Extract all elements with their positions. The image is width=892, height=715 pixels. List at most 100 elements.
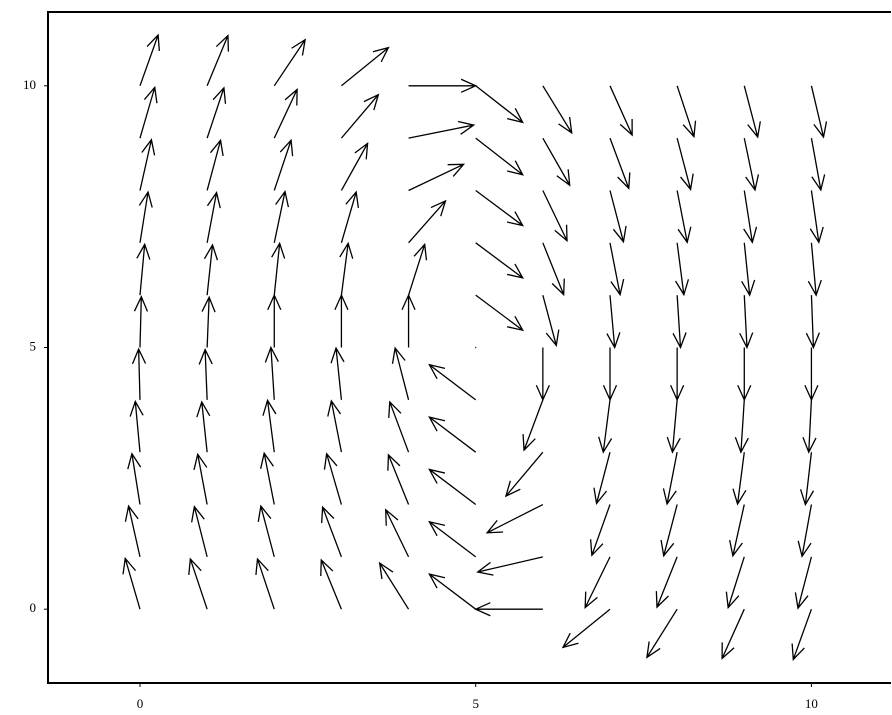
- arrow: [401, 293, 416, 348]
- arrow: [474, 602, 543, 617]
- arrow: [133, 295, 149, 348]
- arrow: [794, 556, 813, 610]
- arrow: [805, 295, 821, 350]
- arrow: [799, 452, 815, 507]
- arrow: [584, 556, 611, 610]
- arrow: [206, 191, 221, 243]
- arrow: [327, 399, 343, 453]
- y-tick-label: 5: [30, 338, 37, 353]
- arrow: [408, 163, 466, 192]
- arrow: [660, 504, 678, 558]
- arrow: [330, 346, 345, 400]
- arrow: [476, 556, 543, 576]
- arrow: [606, 295, 621, 350]
- arrow: [804, 347, 819, 402]
- arrow: [475, 294, 524, 332]
- arrow: [721, 608, 745, 660]
- arrow: [741, 242, 756, 297]
- arrow: [646, 608, 678, 659]
- arrow: [676, 85, 697, 139]
- arrow: [259, 451, 275, 505]
- arrow: [122, 556, 141, 610]
- arrow: [737, 347, 752, 402]
- arrow: [273, 88, 298, 139]
- arrow: [206, 34, 230, 87]
- arrow: [139, 85, 158, 139]
- arrow: [676, 190, 692, 244]
- arrow: [388, 400, 410, 453]
- arrow: [136, 242, 151, 296]
- arrow: [791, 608, 813, 661]
- arrow: [203, 243, 219, 296]
- arrow: [340, 141, 369, 191]
- arrow: [323, 452, 343, 505]
- arrow: [139, 138, 156, 191]
- y-tick-label: 10: [23, 77, 36, 92]
- arrow: [198, 348, 213, 400]
- arrow: [267, 293, 282, 348]
- arrow: [341, 46, 390, 87]
- arrow: [138, 190, 153, 243]
- arrow: [542, 190, 568, 243]
- arrow: [598, 399, 613, 454]
- arrow: [188, 557, 208, 610]
- arrow: [428, 573, 477, 610]
- arrow: [428, 416, 477, 453]
- arrow: [387, 453, 410, 505]
- arrow: [729, 504, 745, 558]
- arrow: [725, 556, 745, 610]
- arrow: [340, 93, 380, 139]
- arrow: [334, 293, 349, 348]
- arrow: [542, 294, 560, 347]
- arrow: [273, 189, 290, 243]
- arrow: [264, 345, 279, 400]
- arrow: [743, 138, 760, 192]
- arrow: [321, 505, 343, 558]
- arrow: [271, 241, 286, 296]
- arrow: [802, 399, 817, 454]
- arrow: [809, 190, 824, 244]
- arrow: [139, 33, 160, 87]
- arrow: [262, 398, 277, 453]
- arrow: [743, 85, 761, 139]
- arrow: [672, 295, 687, 350]
- arrow: [378, 561, 410, 610]
- arrow: [124, 504, 141, 558]
- arrow: [609, 190, 627, 244]
- arrow: [391, 346, 410, 401]
- arrow: [206, 86, 227, 139]
- arrow: [674, 242, 690, 297]
- arrow: [273, 138, 294, 191]
- x-tick-label: 5: [472, 696, 479, 711]
- x-tick-label: 10: [805, 696, 818, 711]
- arrow: [676, 137, 694, 191]
- arrow: [191, 505, 208, 558]
- arrow: [670, 347, 685, 402]
- arrow: [734, 399, 749, 454]
- arrow: [666, 399, 681, 454]
- arrow: [807, 242, 822, 297]
- arrow: [408, 78, 478, 93]
- arrow: [609, 85, 633, 137]
- arrow: [589, 504, 611, 557]
- x-tick-label: 0: [137, 696, 144, 711]
- arrow: [593, 452, 611, 506]
- arrow: [408, 120, 476, 139]
- arrow: [196, 400, 211, 453]
- arrow: [339, 241, 354, 296]
- arrow: [732, 452, 747, 506]
- plot-frame: [47, 11, 891, 684]
- arrow: [797, 504, 813, 558]
- arrow: [504, 451, 544, 498]
- arrow: [127, 452, 142, 505]
- arrow: [255, 557, 275, 610]
- arrow: [609, 137, 631, 190]
- arrow: [385, 508, 410, 558]
- arrow: [428, 520, 477, 558]
- arrow: [542, 85, 573, 135]
- arrow: [602, 347, 618, 402]
- arrow: [428, 363, 477, 401]
- arrow: [485, 503, 544, 534]
- arrow: [428, 468, 477, 506]
